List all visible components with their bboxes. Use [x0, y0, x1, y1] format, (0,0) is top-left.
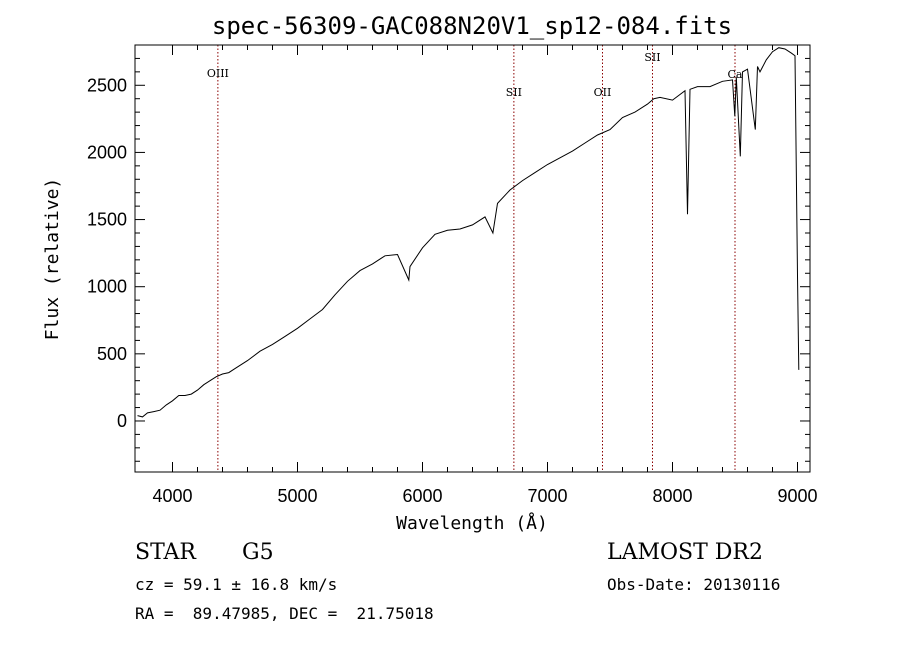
x-axis-ticks: 4000 5000 6000 7000 8000 9000: [152, 45, 818, 506]
y-tick-label: 2500: [87, 75, 127, 95]
spectrum-line: [137, 47, 800, 418]
obs-date-text: Obs-Date: 20130116: [607, 575, 781, 594]
x-tick-label: 4000: [152, 486, 192, 506]
y-axis-ticks: 0 500 1000 1500 2000 2500: [87, 44, 810, 462]
y-tick-label: 0: [117, 411, 127, 431]
y-tick-label: 1000: [87, 277, 127, 297]
x-tick-label: 7000: [527, 486, 567, 506]
y-tick-label: 2000: [87, 142, 127, 162]
x-tick-label: 8000: [652, 486, 692, 506]
spectral-marker-label: SII: [644, 51, 660, 64]
object-subclass: G5: [242, 540, 274, 565]
coordinates-text: RA = 89.47985, DEC = 21.75018: [135, 604, 434, 623]
plot-frame: [134, 44, 811, 473]
x-tick-label: 6000: [402, 486, 442, 506]
y-tick-label: 1500: [87, 210, 127, 230]
spectral-marker-label: Ca: [728, 68, 743, 81]
y-tick-label: 500: [97, 344, 127, 364]
object-class: STAR: [135, 540, 196, 565]
spectral-marker-label: OII: [594, 86, 612, 99]
chart-title: spec-56309-GAC088N20V1_sp12-084.fits: [212, 12, 732, 40]
spectral-marker-label: OIII: [207, 67, 229, 80]
x-axis-label: Wavelength (Å): [396, 512, 548, 534]
spectral-marker-label: SII: [506, 86, 522, 99]
spectral-line-markers: OIII SII OII SII Ca: [207, 45, 743, 472]
y-axis-label: Flux (relative): [42, 178, 63, 341]
survey-name: LAMOST DR2: [607, 540, 763, 565]
x-tick-label: 5000: [277, 486, 317, 506]
x-tick-label: 9000: [777, 486, 817, 506]
redshift-text: cz = 59.1 ± 16.8 km/s: [135, 575, 338, 594]
